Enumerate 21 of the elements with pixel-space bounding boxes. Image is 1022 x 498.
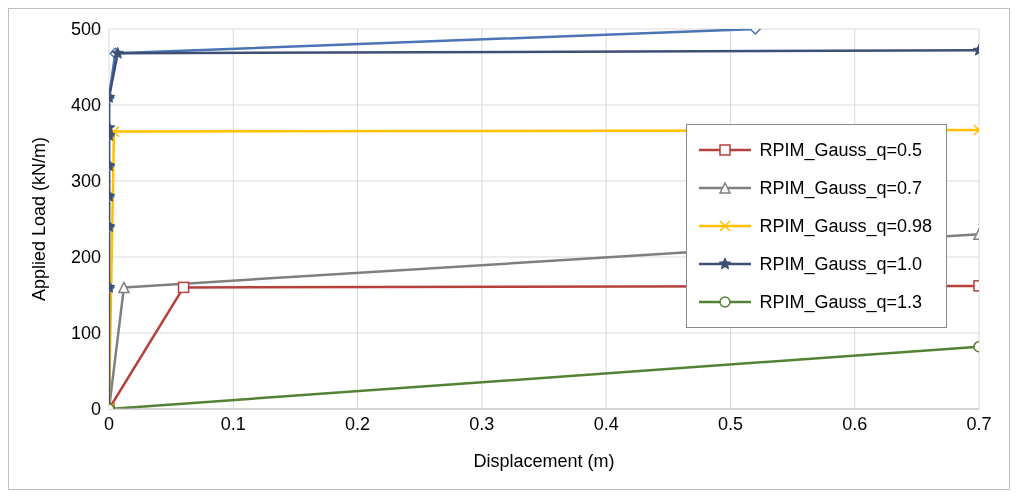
legend-label: RPIM_Gauss_q=0.5 [759,139,922,161]
y-axis-title: Applied Load (kN/m) [29,136,50,302]
x-tick-label: 0.6 [842,413,868,434]
legend-label: RPIM_Gauss_q=1.3 [759,291,922,313]
y-tick-label: 0 [90,399,101,420]
x-tick-label: 0.3 [469,413,495,434]
legend-label: RPIM_Gauss_q=0.7 [759,177,922,199]
y-tick-label: 200 [70,247,101,268]
y-tick-label: 400 [70,95,101,116]
x-tick-label: 0 [103,413,115,434]
y-tick-label: 100 [70,323,101,344]
x-tick-label: 0.1 [220,413,246,434]
x-tick-label: 0.5 [717,413,743,434]
y-tick-label: 500 [70,19,101,40]
x-tick-label: 0.7 [966,413,992,434]
y-tick-label: 300 [70,171,101,192]
x-tick-label: 0.2 [345,413,371,434]
legend-label: RPIM_Gauss_q=0.98 [759,215,932,237]
x-tick-label: 0.4 [593,413,619,434]
x-axis-title: Displacement (m) [473,451,615,471]
legend-label: RPIM_Gauss_q=1.0 [759,253,922,275]
